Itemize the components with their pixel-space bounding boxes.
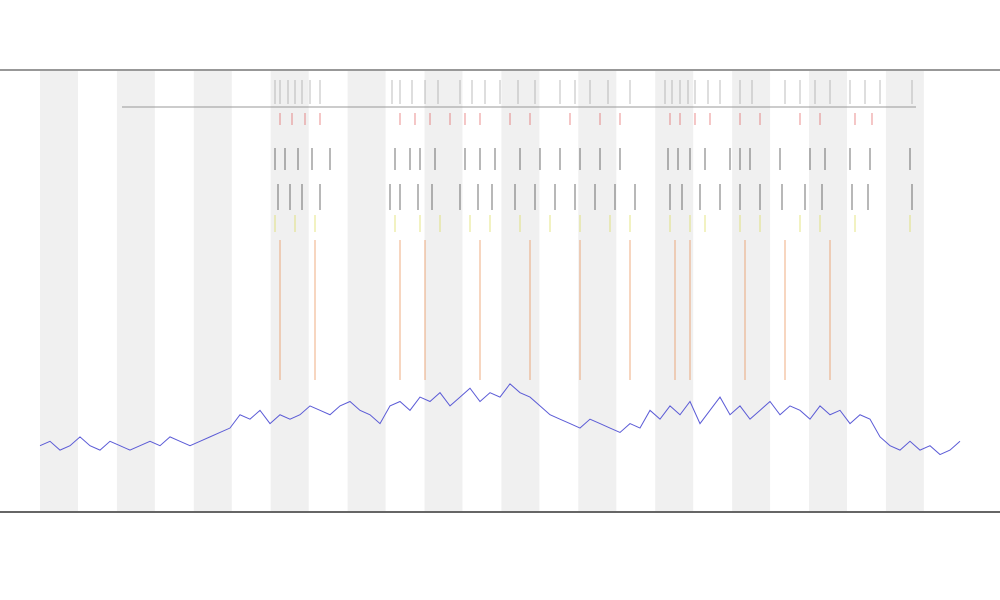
band <box>40 71 78 511</box>
band <box>270 71 309 511</box>
band <box>578 71 617 511</box>
band <box>809 71 847 511</box>
band <box>193 71 232 511</box>
data-line <box>39 383 961 456</box>
band <box>885 71 924 511</box>
band <box>347 71 386 511</box>
band <box>732 71 771 511</box>
band <box>424 71 463 511</box>
band <box>655 71 694 511</box>
band <box>501 71 540 511</box>
band <box>116 71 155 511</box>
